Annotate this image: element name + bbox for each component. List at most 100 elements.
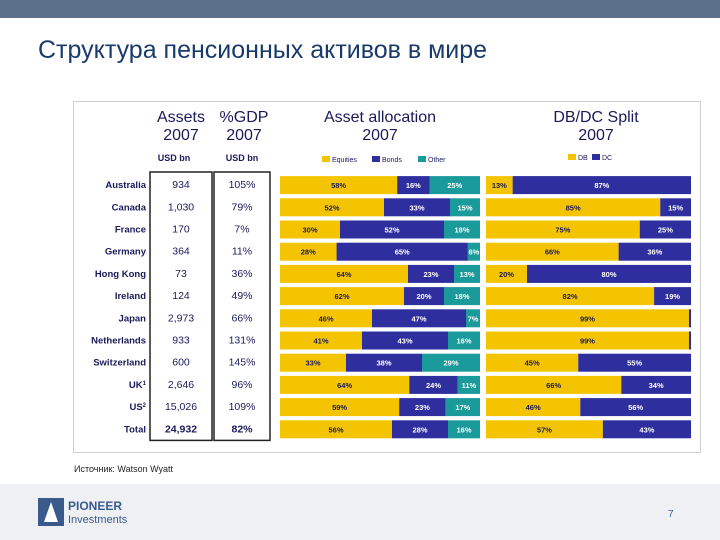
allocation-bar-label: 64% — [337, 381, 352, 390]
dbdc-bar-segment — [486, 176, 513, 195]
gdp-value: 11% — [232, 246, 252, 258]
allocation-bar-segment — [280, 287, 404, 306]
allocation-bar-label: 52% — [324, 203, 339, 212]
dbdc-bar-segment — [512, 176, 691, 195]
dbdc-bar-segment — [486, 242, 619, 261]
allocation-bar-label: 13% — [459, 270, 474, 279]
assets-column-frame — [149, 171, 213, 442]
gdp-value: 66% — [231, 312, 252, 324]
allocation-bar-segment — [280, 398, 400, 417]
assets-value: 24,932 — [165, 423, 197, 435]
country-label: France — [115, 225, 146, 236]
dbdc-bar-segment — [660, 198, 691, 217]
assets-year: 2007 — [163, 127, 199, 144]
dbdc-bar-label: 43% — [639, 425, 654, 434]
allocation-bar-label: 15% — [457, 203, 472, 212]
dbdc-bar-label: 66% — [546, 381, 561, 390]
allocation-bar-label: 18% — [454, 226, 469, 235]
allocation-bar-label: 47% — [411, 314, 426, 323]
country-label: Hong Kong — [95, 269, 146, 280]
dbdc-bar-segment — [486, 353, 579, 372]
logo-sail-icon — [44, 502, 58, 522]
allocation-bar-label: 18% — [454, 292, 469, 301]
allocation-bar-label: 17% — [455, 403, 470, 412]
allocation-bar-segment — [392, 420, 448, 439]
allocation-bar-segment — [429, 176, 480, 195]
allocation-bar-label: 23% — [423, 270, 438, 279]
dbdc-bar-segment — [486, 420, 603, 439]
allocation-bar-segment — [280, 220, 340, 239]
dbdc-legend-swatch — [568, 154, 576, 160]
allocation-bar-label: 24% — [426, 381, 441, 390]
gdp-value: 96% — [231, 379, 252, 391]
gdp-unit: USD bn — [226, 153, 259, 163]
gdp-year: 2007 — [226, 127, 262, 144]
chart-figure: Assets 2007 %GDP 2007 Asset allocation 2007 DB… — [73, 101, 701, 453]
dbdc-bar-label: 45% — [525, 359, 540, 368]
allocation-bar-label: 56% — [328, 425, 343, 434]
allocation-bar-label: 7% — [468, 314, 479, 323]
allocation-header: Asset allocation — [324, 109, 436, 126]
allocation-bar-segment — [408, 264, 454, 283]
dbdc-bar-segment — [580, 398, 691, 417]
dbdc-bar-label: 85% — [566, 203, 581, 212]
dbdc-bar-label: 75% — [555, 226, 570, 235]
allocation-bar-segment — [404, 287, 444, 306]
allocation-bar-label: 16% — [406, 181, 421, 190]
allocation-bar-label: 11% — [462, 381, 477, 390]
page-number: 7 — [668, 509, 674, 520]
dbdc-bar-segment — [654, 287, 691, 306]
allocation-bar-segment — [336, 242, 468, 261]
allocation-bar-segment — [397, 176, 430, 195]
dbdc-bar-segment — [486, 198, 661, 217]
dbdc-bar-label: 82% — [563, 292, 578, 301]
country-label: Switzerland — [93, 358, 146, 369]
allocation-bar-segment — [280, 264, 408, 283]
allocation-bar-segment — [409, 375, 458, 394]
allocation-bar-segment — [280, 176, 398, 195]
assets-value: 933 — [172, 335, 190, 347]
allocation-bar-segment — [280, 353, 346, 372]
allocation-legend-label: Equities — [332, 157, 357, 164]
assets-value: 170 — [172, 224, 190, 236]
dbdc-legend-swatch — [592, 154, 600, 160]
allocation-bar-label: 58% — [331, 181, 346, 190]
allocation-bar-segment — [422, 353, 480, 372]
allocation-bar-label: 16% — [456, 337, 471, 346]
country-footnote: 1 — [143, 381, 147, 387]
allocation-bar-segment — [280, 420, 392, 439]
dbdc-bar-label: 99% — [580, 337, 595, 346]
allocation-bar-segment — [346, 353, 422, 372]
country-footnote: 2 — [143, 403, 147, 409]
country-label: Germany — [105, 247, 147, 258]
dbdc-bar-label: 36% — [647, 248, 662, 257]
gdp-value: 131% — [229, 335, 256, 347]
dbdc-bar-label: 19% — [665, 292, 680, 301]
pioneer-logo: PIONEER Investments — [38, 498, 128, 526]
slide-title: Структура пенсионных активов в мире — [38, 36, 488, 64]
country-label: Canada — [112, 202, 147, 213]
assets-value: 934 — [172, 179, 190, 191]
allocation-bar-segment — [372, 309, 466, 328]
dbdc-bar-segment — [486, 375, 622, 394]
dbdc-bar-label: 57% — [537, 425, 552, 434]
assets-value: 364 — [172, 246, 190, 258]
country-label: Netherlands — [91, 336, 146, 347]
country-label: UK1 — [129, 380, 147, 391]
dbdc-bar-label: 46% — [526, 403, 541, 412]
allocation-legend-swatch — [322, 156, 330, 162]
assets-value: 124 — [172, 290, 190, 302]
dbdc-bar-segment — [688, 309, 691, 328]
dbdc-bar-label: 99% — [580, 314, 595, 323]
dbdc-bar-segment — [618, 242, 691, 261]
country-label: US2 — [129, 402, 146, 413]
logo-line1: PIONEER — [68, 499, 122, 513]
allocation-bar-segment — [280, 309, 372, 328]
allocation-bar-label: 41% — [313, 337, 328, 346]
dbdc-bar-segment — [527, 264, 691, 283]
assets-header: Assets — [157, 109, 205, 126]
dbdc-bar-segment — [688, 331, 691, 350]
country-label: Total — [124, 424, 146, 435]
allocation-bar-segment — [448, 420, 480, 439]
dbdc-bar-label: 55% — [627, 359, 642, 368]
